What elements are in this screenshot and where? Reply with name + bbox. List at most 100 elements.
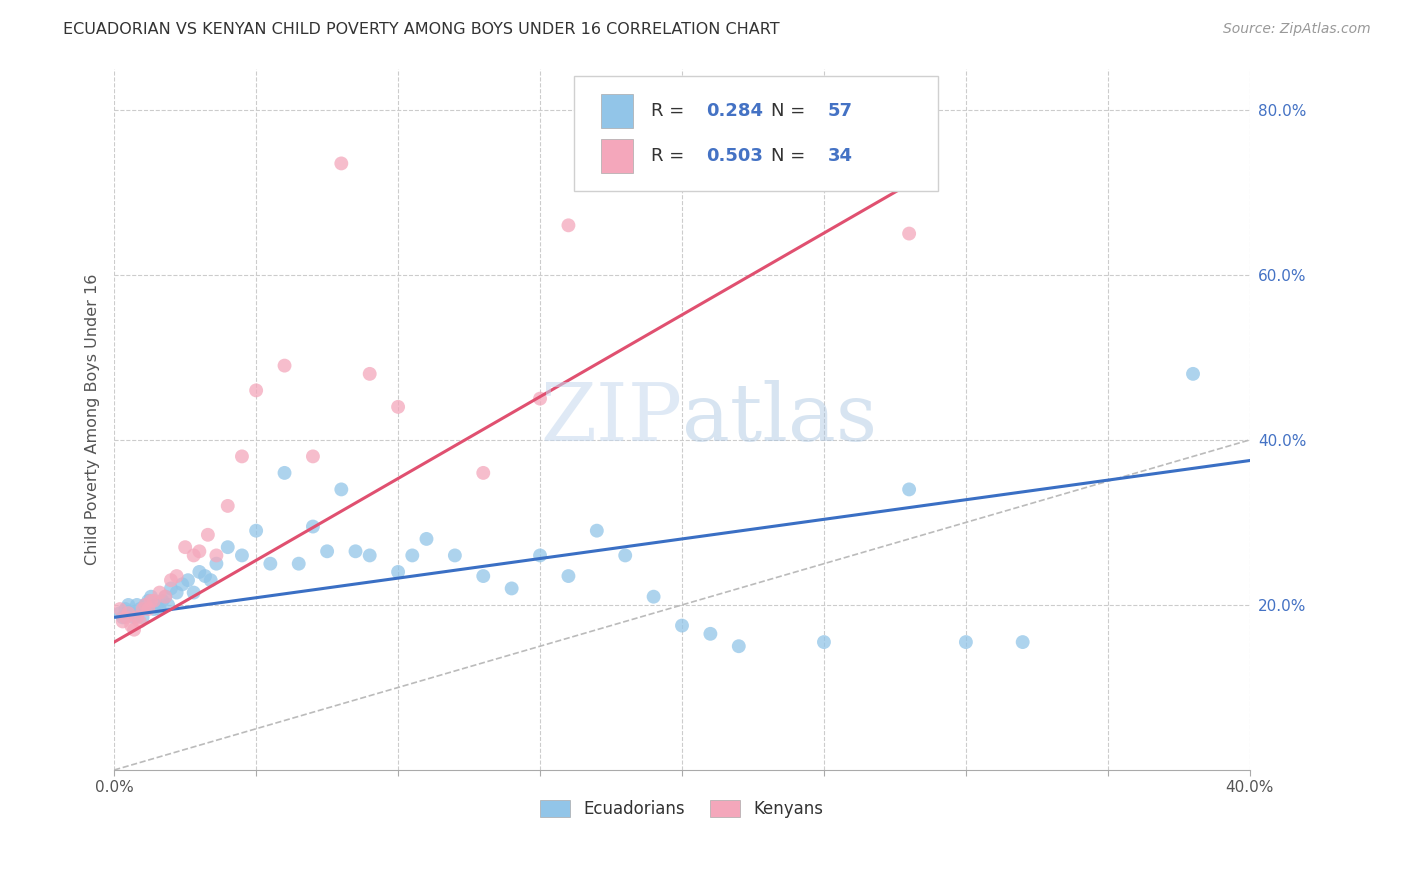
- Point: [120, 618, 142, 632]
- Point: [136, 594, 159, 608]
- Point: [149, 585, 172, 599]
- Point: [177, 573, 200, 587]
- Point: [122, 610, 145, 624]
- Point: [585, 524, 607, 538]
- Point: [387, 400, 409, 414]
- Point: [136, 602, 159, 616]
- Point: [501, 582, 523, 596]
- Point: [529, 549, 551, 563]
- Point: [188, 544, 211, 558]
- Point: [157, 598, 180, 612]
- Point: [111, 610, 134, 624]
- Point: [139, 590, 162, 604]
- Point: [231, 450, 253, 464]
- Point: [197, 528, 219, 542]
- Point: [557, 569, 579, 583]
- Point: [472, 569, 495, 583]
- Point: [955, 635, 977, 649]
- FancyBboxPatch shape: [602, 139, 633, 173]
- Text: R =: R =: [651, 147, 690, 165]
- Point: [142, 602, 165, 616]
- Point: [245, 524, 267, 538]
- Point: [111, 615, 134, 629]
- Point: [217, 499, 239, 513]
- Point: [188, 565, 211, 579]
- Point: [259, 557, 281, 571]
- Point: [134, 598, 156, 612]
- Point: [359, 367, 381, 381]
- Point: [231, 549, 253, 563]
- Point: [166, 569, 188, 583]
- Point: [217, 540, 239, 554]
- Point: [302, 450, 325, 464]
- Point: [529, 392, 551, 406]
- Point: [142, 594, 165, 608]
- Point: [174, 540, 197, 554]
- Point: [120, 606, 142, 620]
- Text: 57: 57: [827, 103, 852, 120]
- Text: 0.503: 0.503: [706, 147, 762, 165]
- Point: [1182, 367, 1205, 381]
- Point: [108, 606, 131, 620]
- Text: atlas: atlas: [682, 380, 877, 458]
- Y-axis label: Child Poverty Among Boys Under 16: Child Poverty Among Boys Under 16: [86, 274, 100, 565]
- Point: [166, 585, 188, 599]
- Point: [245, 384, 267, 398]
- Point: [160, 582, 183, 596]
- Point: [128, 602, 150, 616]
- Point: [415, 532, 437, 546]
- Point: [114, 602, 136, 616]
- Point: [114, 610, 136, 624]
- Point: [344, 544, 367, 558]
- Point: [155, 590, 177, 604]
- Point: [128, 615, 150, 629]
- Legend: Ecuadorians, Kenyans: Ecuadorians, Kenyans: [534, 793, 831, 825]
- Point: [200, 573, 222, 587]
- Point: [155, 590, 177, 604]
- Point: [160, 573, 183, 587]
- Point: [557, 219, 579, 233]
- Point: [330, 483, 353, 497]
- Point: [172, 577, 194, 591]
- Point: [149, 602, 172, 616]
- Point: [117, 598, 139, 612]
- Text: R =: R =: [651, 103, 690, 120]
- Point: [146, 598, 169, 612]
- Text: N =: N =: [770, 147, 811, 165]
- Point: [183, 585, 205, 599]
- Point: [117, 606, 139, 620]
- Point: [287, 557, 309, 571]
- Point: [401, 549, 423, 563]
- Point: [813, 635, 835, 649]
- Point: [273, 359, 295, 373]
- Point: [330, 156, 353, 170]
- FancyBboxPatch shape: [602, 95, 633, 128]
- Point: [205, 549, 228, 563]
- Text: 0.284: 0.284: [706, 103, 763, 120]
- Point: [131, 602, 153, 616]
- Point: [194, 569, 217, 583]
- Text: 34: 34: [827, 147, 852, 165]
- Point: [898, 227, 921, 241]
- Point: [273, 466, 295, 480]
- Point: [131, 610, 153, 624]
- Point: [108, 602, 131, 616]
- Point: [643, 590, 665, 604]
- Point: [444, 549, 467, 563]
- Point: [472, 466, 495, 480]
- Text: N =: N =: [770, 103, 811, 120]
- Point: [898, 483, 921, 497]
- Point: [614, 549, 637, 563]
- Point: [139, 594, 162, 608]
- Point: [122, 623, 145, 637]
- Point: [205, 557, 228, 571]
- Point: [359, 549, 381, 563]
- Point: [699, 627, 721, 641]
- Text: Source: ZipAtlas.com: Source: ZipAtlas.com: [1223, 22, 1371, 37]
- Point: [671, 618, 693, 632]
- Point: [1011, 635, 1033, 649]
- Point: [183, 549, 205, 563]
- Point: [125, 610, 148, 624]
- FancyBboxPatch shape: [574, 76, 938, 191]
- Point: [125, 598, 148, 612]
